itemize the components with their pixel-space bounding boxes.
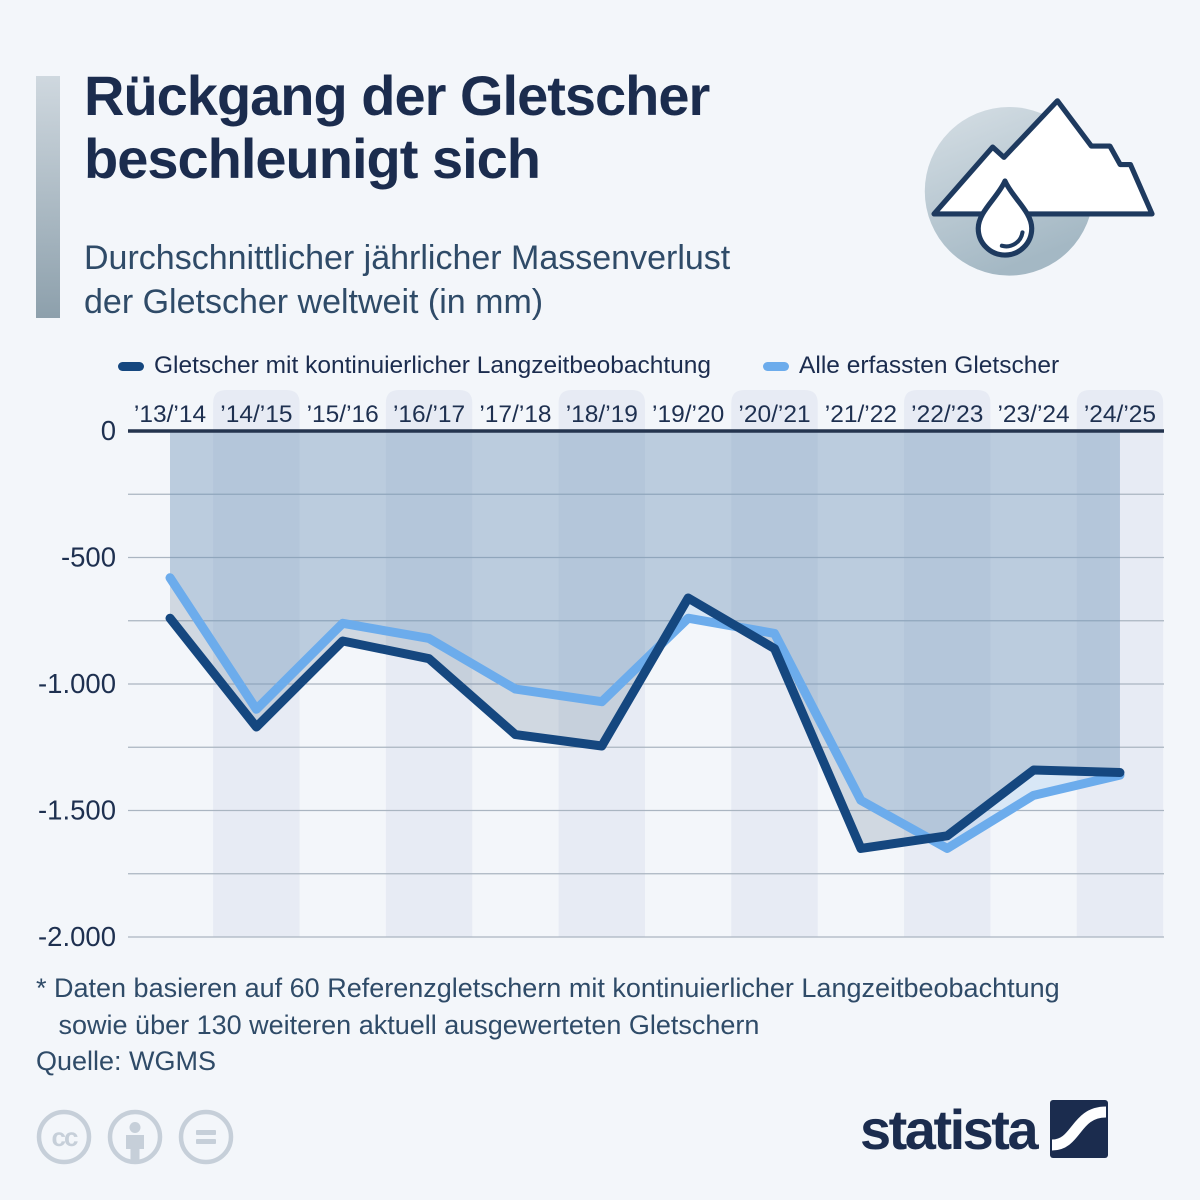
line-chart: ’13/’14 ’14/’15 ’15/’16 ’16/’17 ’17/’18 ’18/’… (0, 385, 1200, 960)
x-tick-label: ’21/’22 (825, 401, 897, 428)
no-derivatives-equals-icon (178, 1109, 234, 1165)
legend-marker-dark (118, 361, 144, 371)
x-tick-label: ’15/’16 (307, 401, 379, 428)
column-band (558, 390, 645, 937)
person-head (129, 1122, 141, 1133)
column-band (213, 390, 300, 937)
y-tick-label: 0 (101, 415, 116, 446)
mountain-shape (931, 98, 1155, 217)
legend-item-all-glaciers: Alle erfassten Gletscher (763, 352, 1059, 380)
column-band (1076, 390, 1164, 937)
cc-license-icons: cc (34, 1106, 264, 1173)
statista-logo: statista (860, 1098, 1109, 1161)
column-band (731, 390, 818, 937)
statista-logo-text: statista (860, 1098, 1039, 1161)
y-tick-label: -2.000 (38, 921, 116, 952)
y-tick-label: -500 (61, 542, 116, 573)
x-tick-label: ’24/’25 (1084, 401, 1156, 428)
column-band (904, 390, 991, 937)
y-tick-label: -1.000 (38, 668, 116, 699)
x-tick-label: ’13/’14 (134, 401, 206, 428)
chart-legend: Gletscher mit kontinuierlicher Langzeitb… (118, 352, 1059, 380)
equals-bar-bottom (196, 1139, 216, 1144)
person-body (126, 1135, 144, 1160)
x-tick-label: ’19/’20 (652, 401, 724, 428)
x-tick-label: ’18/’19 (566, 401, 638, 428)
y-tick-label: -1.500 (38, 795, 116, 826)
x-tick-label: ’23/’24 (997, 401, 1069, 428)
page-subtitle: Durchschnittlicher jährlicher Massenverl… (84, 239, 731, 322)
series-line-all-glaciers (165, 573, 1125, 853)
page-title: Rückgang der Gletscher beschleunigt sich (84, 64, 710, 191)
legend-label: Alle erfassten Gletscher (799, 352, 1060, 379)
x-tick-label: ’20/’21 (738, 401, 810, 428)
cc-icon (36, 1109, 92, 1165)
x-tick-label: ’22/’23 (911, 401, 983, 428)
x-tick-label: ’17/’18 (479, 401, 551, 428)
attribution-person-icon (107, 1109, 163, 1165)
title-accent-bar (36, 76, 60, 318)
source-text: Quelle: WGMS (36, 1046, 217, 1076)
drop-highlight-arc (999, 230, 1025, 249)
water-drop-shape (975, 178, 1035, 258)
glacier-icon (918, 72, 1166, 295)
statista-logo-mark (1050, 1100, 1109, 1158)
area-fill-all-glaciers (170, 431, 1120, 849)
x-tick-label: ’14/’15 (220, 401, 292, 428)
legend-item-long-term: Gletscher mit kontinuierlicher Langzeitb… (118, 352, 711, 380)
x-tick-label: ’16/’17 (393, 401, 465, 428)
legend-marker-light (763, 361, 790, 371)
equals-bar-top (196, 1130, 216, 1135)
area-fill-reference-glaciers (170, 431, 1120, 849)
cc-glyph: cc (52, 1122, 78, 1152)
footnote: * Daten basieren auf 60 Referenzgletsche… (36, 973, 1060, 1041)
legend-label: Gletscher mit kontinuierlicher Langzeitb… (154, 352, 712, 379)
series-line-reference-glaciers (165, 593, 1125, 853)
